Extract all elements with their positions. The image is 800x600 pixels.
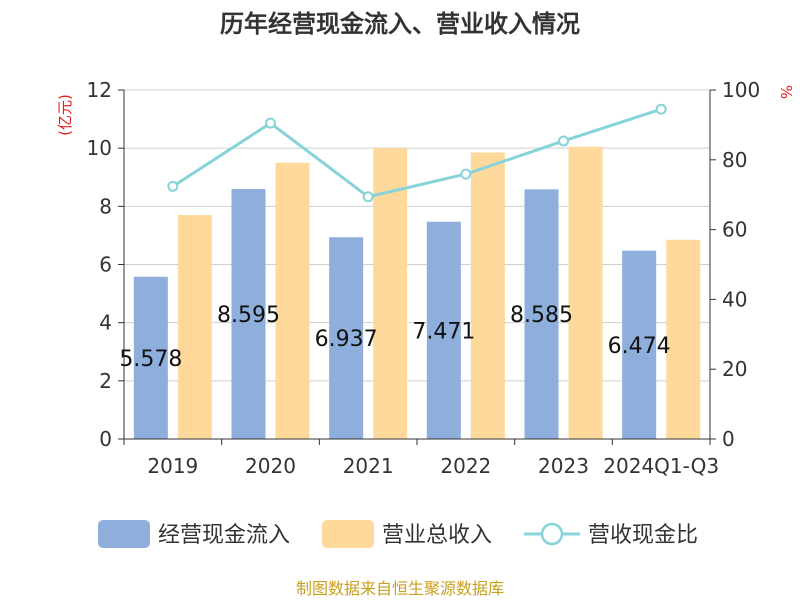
bar [133,276,168,439]
bar [622,250,657,439]
ratio-point [362,191,374,203]
bar-labels: 5.578 8.595 6.937 7.471 8.585 6.474 [119,303,670,372]
x-tick-label: 2019 [147,454,198,478]
source-note: 制图数据来自恒生聚源数据库 [296,579,504,598]
right-tick-label: 80 [722,148,747,172]
legend-marker [540,522,564,546]
ratio-point [460,168,472,180]
legend-swatch [322,520,374,548]
bar-value-label: 6.474 [608,334,671,359]
ratio-point [265,117,276,129]
ratio-point [167,180,179,192]
bar [177,215,212,439]
bar [666,239,701,439]
right-tick-label: 0 [722,427,735,451]
bar [231,189,266,439]
legend-label: 经营现金流入 [158,523,290,548]
bar [373,148,408,439]
right-tick-label: 40 [722,287,747,311]
x-tick-label: 2021 [343,454,394,478]
bar-value-label: 7.471 [412,319,475,344]
grid-lines [124,89,710,382]
ratio-point [655,103,667,115]
bar [329,237,364,439]
legend: 经营现金流入 营业总收入 营收现金比 [98,520,698,548]
chart-title: 历年经营现金流入、营业收入情况 [220,10,580,38]
left-axis-unit: (亿元) [56,94,74,136]
bar [524,189,559,439]
left-tick-label: 2 [99,369,112,393]
left-tick-label: 0 [99,427,112,451]
right-tick-label: 60 [722,218,747,242]
bar [568,146,603,439]
right-tick-label: 100 [722,78,760,102]
bar [426,221,461,439]
axes: 0 2 4 6 8 10 12 0 20 40 60 80 100 2019 2020 2021 2022 202… [87,78,761,478]
left-tick-label: 4 [99,311,112,335]
x-tick-label: 2022 [440,454,491,478]
ratio-point [558,135,569,147]
bars [133,146,701,440]
right-axis-unit: % [777,85,795,99]
bar [275,162,310,440]
left-tick-label: 12 [87,78,112,102]
left-tick-label: 8 [99,194,112,218]
bar [470,152,505,439]
left-tick-label: 10 [87,136,112,160]
bar-value-label: 5.578 [119,347,182,372]
x-tick-label: 2020 [245,454,296,478]
x-tick-label: 2024Q1-Q3 [603,454,719,478]
right-tick-label: 20 [722,357,747,381]
legend-label: 营收现金比 [588,523,698,548]
ratio-line [167,103,667,203]
bar-value-label: 8.595 [217,303,280,328]
ratio-line-path [172,107,662,199]
bar-value-label: 6.937 [315,327,378,352]
legend-label: 营业总收入 [382,523,492,548]
left-tick-label: 6 [99,253,112,277]
legend-swatch [98,520,150,548]
bar-value-label: 8.585 [510,303,573,328]
x-tick-label: 2023 [538,454,589,478]
